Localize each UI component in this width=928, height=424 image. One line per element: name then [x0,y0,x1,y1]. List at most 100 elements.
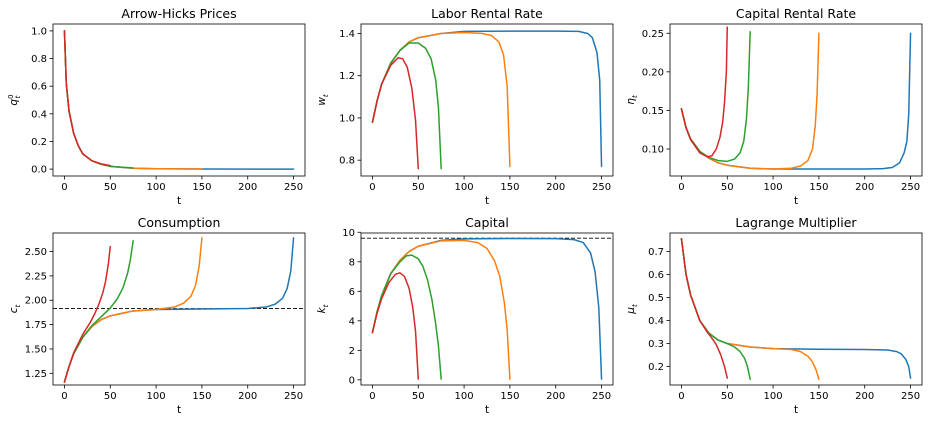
series-line-4 [680,26,729,158]
y-tick-label: 8 [349,257,355,268]
y-axis-label: wt [316,94,330,106]
x-tick-label: 100 [147,391,166,402]
x-tick-label: 250 [901,182,920,193]
series-line-4 [63,30,112,167]
y-tick-label: 0.6 [648,270,664,281]
chart-panel-6: Lagrange Multiplier 0 50 100 150 200 250 0.2 0.3… [625,215,923,416]
axes-frame [52,23,306,177]
x-tick-label: 200 [855,182,874,193]
x-tick-label: 0 [369,391,375,402]
y-tick-label: 0.15 [642,106,664,117]
y-tick-label: 1.0 [339,113,355,124]
y-tick-label: 2.50 [25,247,47,258]
x-tick-label: 0 [678,391,684,402]
x-tick-label: 50 [721,391,734,402]
x-tick-label: 250 [592,391,611,402]
x-tick-label: 50 [721,182,734,193]
axes-frame [360,23,614,177]
series-group [371,30,603,170]
chart-panel-4: Consumption 0 50 100 150 200 250 1.25 1.50 1.75 2.… [8,215,306,416]
chart-panel-2: Labor Rental Rate 0 50 100 150 200 250 0.8 1.0 1.… [316,6,614,207]
x-tick-label: 100 [764,391,783,402]
chart-title: Consumption [138,215,221,230]
y-axis-label: ηt [625,95,639,105]
x-axis-label: t [177,195,181,207]
y-tick-label: 0.7 [648,247,664,258]
y-tick-label: 1.4 [339,29,355,40]
x-tick-label: 200 [855,391,874,402]
x-tick-label: 250 [901,391,920,402]
chart-panel-1: Arrow-Hicks Prices 0 50 100 150 200 250 0.0 0.2 0… [7,6,306,207]
series-line-3 [371,254,442,380]
series-group [53,237,305,383]
y-tick-label: 2 [349,346,355,357]
series-group [361,237,613,380]
y-tick-label: 0.25 [642,29,664,40]
x-tick-label: 0 [678,182,684,193]
series-group [680,238,912,380]
x-tick-label: 150 [500,391,519,402]
y-tick-label: 10 [342,228,355,239]
x-tick-label: 250 [284,391,303,402]
y-tick-label: 1.0 [31,26,47,37]
x-tick-label: 200 [546,182,565,193]
y-tick-label: 0.10 [642,144,664,155]
chart-title: Arrow-Hicks Prices [121,6,236,21]
x-tick-label: 100 [455,182,474,193]
x-tick-label: 200 [238,391,257,402]
chart-panel-5: Capital 0 50 100 150 200 250 0 2 4 6 8 10 t kt [316,215,614,416]
y-tick-label: 0.8 [339,156,355,167]
y-tick-label: 1.50 [25,344,47,355]
series-line-4 [371,57,420,170]
x-tick-label: 0 [369,182,375,193]
x-tick-label: 100 [455,391,474,402]
series-line-4 [371,272,420,380]
chart-panel-3: Capital Rental Rate 0 50 100 150 200 250 0.10 0.… [625,6,923,207]
y-tick-label: 0.0 [31,165,47,176]
x-axis-label: t [485,195,489,207]
axes-frame [360,232,614,386]
chart-title: Labor Rental Rate [431,6,543,21]
x-axis-label: t [485,404,489,416]
y-tick-label: 0.8 [31,54,47,65]
y-tick-label: 0.2 [31,137,47,148]
y-tick-label: 1.75 [25,320,47,331]
axes-frame [669,23,923,177]
y-tick-label: 1.25 [25,369,47,380]
chart-title: Capital Rental Rate [736,6,857,21]
x-tick-label: 200 [546,391,565,402]
chart-title: Lagrange Multiplier [735,215,857,230]
x-axis-label: t [794,404,798,416]
y-tick-label: 0.4 [31,109,47,120]
x-tick-label: 50 [412,182,425,193]
series-group [680,26,912,170]
y-tick-label: 0.20 [642,67,664,78]
y-axis-label: q0t [7,94,22,105]
y-tick-label: 0 [349,375,355,386]
x-axis-label: t [794,195,798,207]
y-tick-label: 0.2 [648,362,664,373]
y-tick-label: 0.5 [648,293,664,304]
x-tick-label: 250 [284,182,303,193]
axes-frame [52,232,306,386]
chart-title: Capital [465,215,509,230]
x-tick-label: 50 [104,182,117,193]
x-tick-label: 150 [192,182,211,193]
series-line-4 [680,238,729,379]
series-line-4 [63,245,112,383]
y-axis-label: μt [625,304,639,315]
y-tick-label: 2.25 [25,271,47,282]
y-axis-label: kt [316,304,330,313]
x-tick-label: 250 [592,182,611,193]
x-tick-label: 150 [500,182,519,193]
x-tick-label: 150 [809,391,828,402]
x-axis-label: t [177,404,181,416]
x-tick-label: 50 [104,391,117,402]
y-tick-label: 0.6 [31,82,47,93]
x-tick-label: 150 [192,391,211,402]
y-tick-label: 1.2 [339,71,355,82]
x-tick-label: 200 [238,182,257,193]
y-tick-label: 6 [349,287,355,298]
series-group [63,30,295,170]
